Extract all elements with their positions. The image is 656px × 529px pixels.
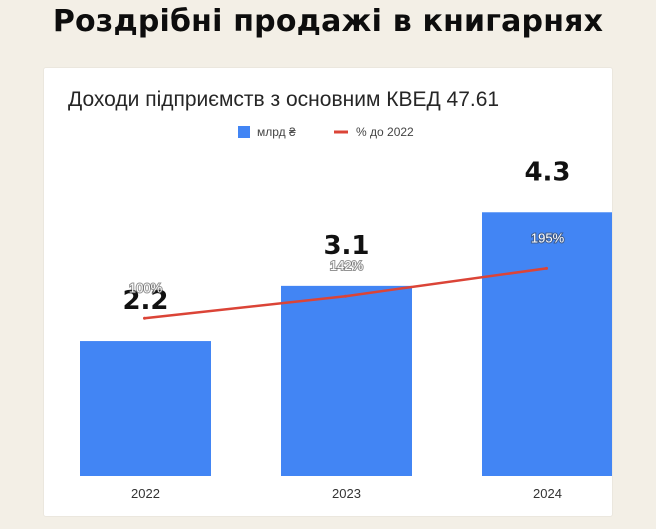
percent-label-2023: 142% [330,258,364,273]
bar-2022 [80,341,211,476]
bar-value-label-2023: 3.1 [323,231,369,261]
x-tick-2023: 2023 [332,486,361,501]
percent-label-2022: 100% [129,280,163,295]
percent-label-2024: 195% [531,230,565,245]
x-tick-2022: 2022 [131,486,160,501]
legend-swatch-bars [238,126,250,138]
percent-point-2024 [545,266,548,270]
chart-title: Доходи підприємств з основним КВЕД 47.61 [68,88,499,111]
labels: 2.2 3.1 4.3 100% 142% 195% [122,157,570,316]
percent-point-2023 [344,294,347,298]
headline: Роздрібні продажі в книгарнях [52,4,604,39]
legend-label-bars: млрд ₴ [257,125,296,139]
bar-line-chart: Доходи підприємств з основним КВЕД 47.61… [68,88,612,501]
x-tick-2024: 2024 [533,486,562,501]
percent-line-layer [143,266,548,320]
bar-value-label-2024: 4.3 [524,157,570,187]
legend: млрд ₴ % до 2022 [238,125,414,139]
chart-card: Доходи підприємств з основним КВЕД 47.61… [44,68,612,516]
x-axis-ticks: 2022 2023 2024 [131,486,562,501]
bar-value-label-2022: 2.2 [122,286,168,316]
bars [80,212,612,476]
percent-point-2022 [143,316,146,320]
legend-swatch-line [334,130,348,134]
legend-label-line: % до 2022 [356,125,414,139]
bar-2023 [281,285,412,476]
bar-2024 [482,212,612,476]
